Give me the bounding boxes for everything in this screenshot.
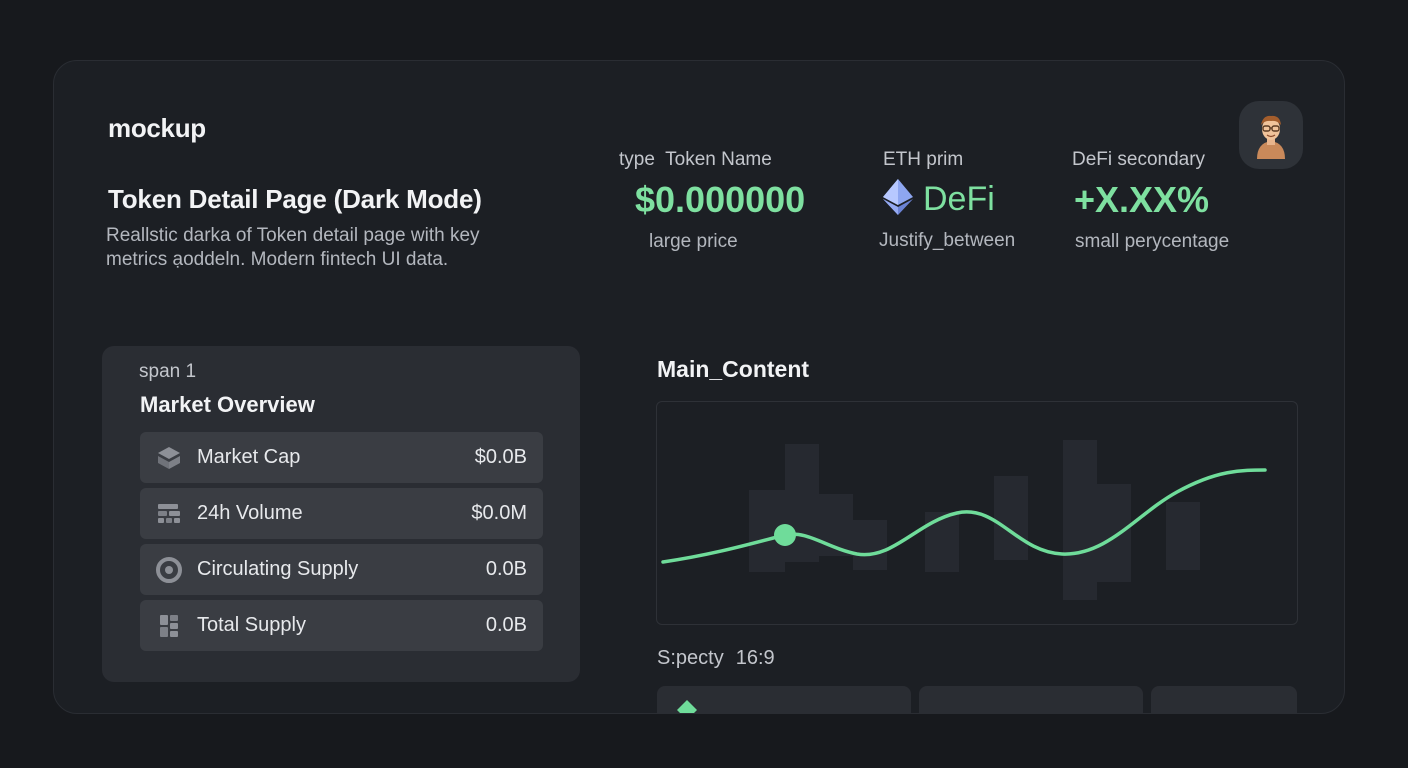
bg-bar bbox=[1063, 440, 1097, 600]
chart-background-bars bbox=[749, 440, 1200, 600]
bg-bar bbox=[1166, 502, 1200, 570]
bg-bar bbox=[994, 476, 1028, 560]
price-point-marker bbox=[774, 524, 796, 546]
layers-icon bbox=[155, 444, 183, 472]
chain-block: ETH prim DeFi Justify_between bbox=[879, 149, 1015, 252]
volume-row[interactable]: 24h Volume $0.0M bbox=[140, 488, 543, 539]
total-supply-label: Total Supply bbox=[197, 614, 306, 636]
defi-token-icon bbox=[677, 700, 697, 713]
circulating-supply-value: 0.0B bbox=[485, 558, 527, 580]
market-cap-label: Market Cap bbox=[197, 446, 301, 468]
change-block: DeFi secondary +X.XX% small perycentage bbox=[1072, 149, 1229, 253]
bg-bar bbox=[925, 512, 959, 572]
aspect-caption: S:pecty 16:9 bbox=[657, 647, 775, 670]
card-span-label: span 1 bbox=[139, 361, 197, 382]
price-block: type Token Name $0.000000 large price bbox=[619, 149, 805, 253]
total-supply-value: 0.0B bbox=[485, 614, 527, 636]
token-price: $0.000000 bbox=[635, 179, 806, 220]
stack-icon bbox=[155, 612, 183, 640]
market-overview-card: span 1 Market Overview Market Cap $0.0B bbox=[102, 346, 580, 682]
chain-sub-label: Justify_between bbox=[879, 230, 1016, 251]
circulating-supply-row[interactable]: Circulating Supply 0.0B bbox=[140, 544, 543, 595]
volume-bars-icon bbox=[155, 500, 183, 528]
circle-supply-icon bbox=[155, 556, 183, 584]
price-change-value: +X.XX% bbox=[1074, 179, 1210, 220]
change-label: DeFi secondary bbox=[1072, 149, 1206, 170]
ethereum-icon bbox=[883, 179, 913, 220]
change-sub-label: small perycentage bbox=[1075, 231, 1230, 252]
bottom-tile-2[interactable] bbox=[919, 686, 1143, 713]
total-supply-row[interactable]: Total Supply 0.0B bbox=[140, 600, 543, 651]
aspect-ratio-value: 16:9 bbox=[735, 647, 775, 669]
page-description: Reallstic darka of Token detail page wit… bbox=[106, 225, 480, 270]
token-name-label: Token Name bbox=[665, 149, 772, 170]
app-frame: mockup Token Detail Page (Dark Mode) Rea… bbox=[53, 60, 1345, 714]
price-chart[interactable] bbox=[656, 401, 1298, 625]
chain-label: ETH prim bbox=[883, 149, 964, 170]
market-cap-row[interactable]: Market Cap $0.0B bbox=[140, 432, 543, 483]
circulating-supply-label: Circulating Supply bbox=[197, 558, 359, 580]
chain-value: DeFi bbox=[923, 180, 995, 218]
volume-label: 24h Volume bbox=[197, 502, 303, 524]
bottom-tile-3[interactable] bbox=[1151, 686, 1297, 713]
bg-bar bbox=[853, 520, 887, 570]
price-label: type Token Name bbox=[619, 149, 805, 171]
bg-bar bbox=[819, 494, 853, 556]
volume-value: $0.0M bbox=[471, 502, 527, 524]
brand-logo-text: mockup bbox=[108, 113, 206, 143]
price-sub-label: large price bbox=[649, 231, 738, 252]
user-avatar-icon[interactable] bbox=[1239, 101, 1303, 169]
bottom-tile-1[interactable] bbox=[657, 686, 911, 713]
main-content-title: Main_Content bbox=[657, 356, 810, 382]
aspect-label: S:pecty bbox=[657, 647, 724, 669]
market-overview-title: Market Overview bbox=[140, 392, 315, 417]
market-cap-value: $0.0B bbox=[474, 446, 527, 468]
price-label-prefix: type bbox=[619, 149, 655, 170]
page-title: Token Detail Page (Dark Mode) bbox=[108, 184, 482, 214]
bg-bar bbox=[1097, 484, 1131, 582]
price-chart-svg bbox=[661, 440, 1267, 600]
